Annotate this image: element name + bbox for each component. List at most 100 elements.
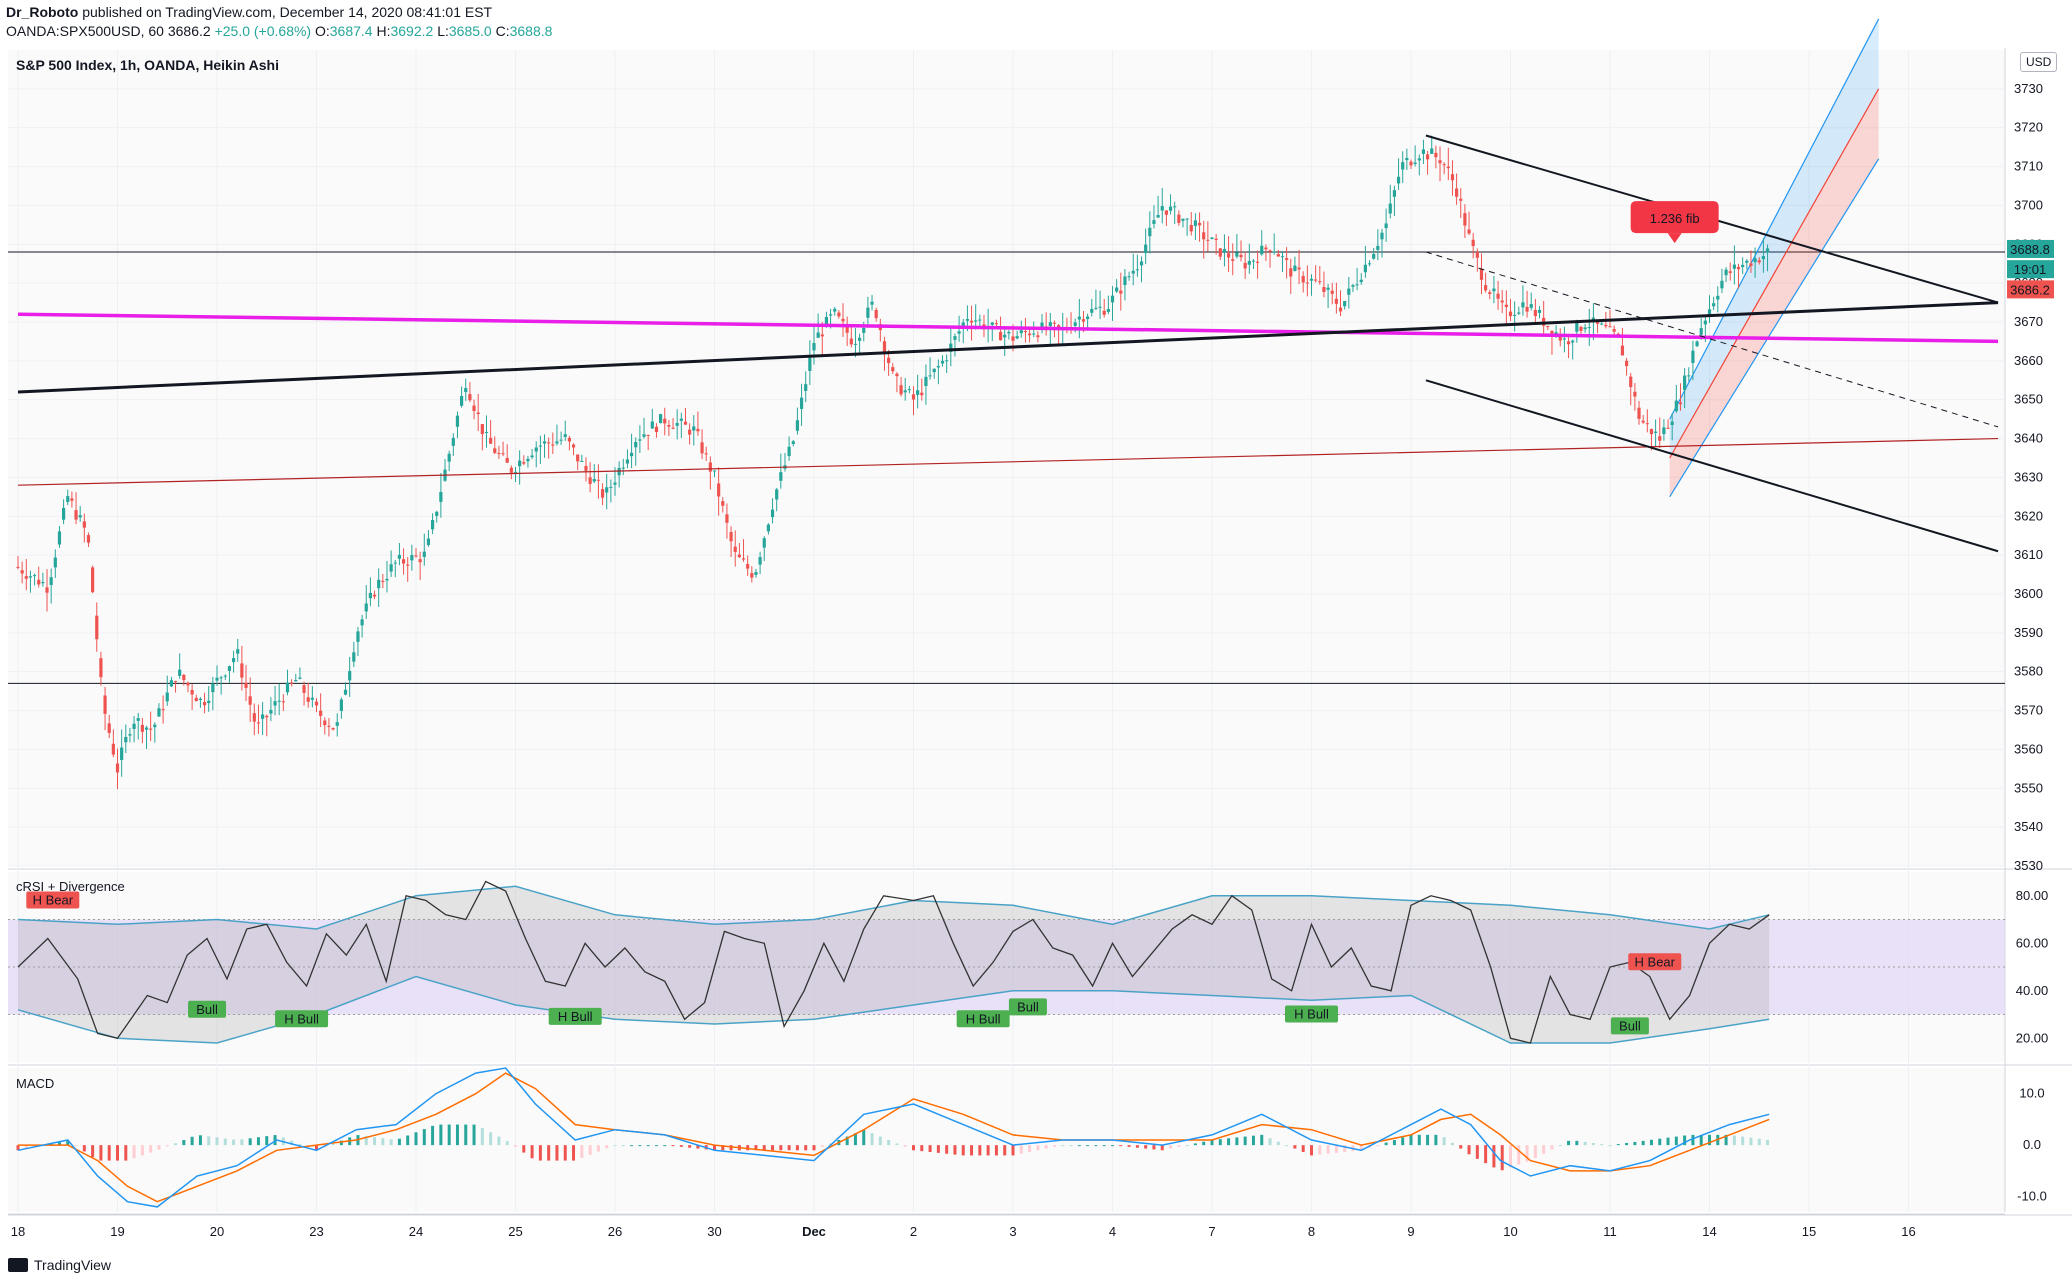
candle-body (1546, 325, 1550, 327)
candle-body (953, 336, 957, 340)
candle-body (1455, 188, 1459, 197)
candle-body (1695, 341, 1699, 347)
macd-histogram-bar (1459, 1145, 1463, 1149)
macd-histogram-bar (1127, 1145, 1131, 1147)
candle-body (319, 710, 323, 716)
candle-body (418, 559, 422, 563)
publisher-name[interactable]: Dr_Roboto (6, 4, 79, 20)
candle-body (1450, 174, 1455, 181)
tradingview-logo[interactable]: TradingView (8, 1257, 111, 1273)
candle-body (911, 394, 916, 400)
macd-histogram-bar (182, 1140, 186, 1146)
macd-histogram-bar (107, 1145, 111, 1161)
candle-body (1123, 276, 1127, 286)
macd-histogram-bar (1086, 1145, 1090, 1147)
candle-body (215, 677, 219, 681)
candle-body (1749, 263, 1753, 266)
macd-histogram-bar (1641, 1140, 1645, 1146)
candle-body (422, 551, 426, 557)
candle-body (1202, 232, 1206, 240)
candle-body (1206, 239, 1210, 241)
candle-body (323, 720, 327, 726)
candle-body (750, 573, 754, 578)
candle-body (547, 442, 551, 444)
macd-histogram-bar (1649, 1139, 1653, 1146)
macd-histogram-bar (1625, 1143, 1629, 1146)
candle-body (1367, 263, 1372, 265)
divergence-label: H Bull (1294, 1007, 1329, 1022)
macd-histogram-bar (364, 1136, 368, 1146)
candle-body (1343, 301, 1347, 307)
y-tick-label: 3660 (2014, 353, 2043, 368)
macd-histogram-bar (1069, 1145, 1073, 1147)
candle-body (368, 592, 372, 599)
candle-body (812, 343, 816, 351)
brand-label: TradingView (34, 1257, 112, 1273)
candle-body (1707, 309, 1712, 315)
regression-channel-lower-edge (1669, 158, 1880, 498)
x-tick-label: 23 (309, 1224, 323, 1239)
macd-histogram-bar (596, 1145, 600, 1152)
candle-body (231, 658, 236, 663)
symbol-line: OANDA:SPX500USD, 60 3686.2 +25.0 (+0.68%… (6, 23, 553, 39)
candle-body (1115, 287, 1119, 292)
candle-body (194, 697, 198, 702)
macd-histogram-bar (887, 1140, 891, 1146)
y-tick-label: 3700 (2014, 197, 2043, 212)
candle-body (696, 428, 700, 432)
candle-body (1376, 245, 1380, 250)
macd-histogram-bar (928, 1145, 932, 1152)
candle-body (675, 423, 679, 426)
candle-body (1513, 314, 1517, 316)
macd-histogram-bar (986, 1145, 990, 1156)
candle-body (845, 327, 849, 333)
candle-body (310, 697, 314, 700)
candle-body (1247, 261, 1251, 265)
candle-body (1587, 327, 1591, 329)
macd-histogram-bar (373, 1137, 377, 1146)
macd-histogram-bar (779, 1145, 783, 1151)
candle-body (1131, 270, 1135, 274)
candle-body (161, 709, 165, 711)
candle-body (406, 564, 410, 566)
candle-body (269, 709, 273, 714)
candle-body (588, 477, 592, 484)
macd-histogram-bar (1674, 1136, 1678, 1146)
candle-body (1256, 261, 1260, 263)
candle-body (1177, 214, 1181, 223)
candle-body (974, 320, 978, 322)
macd-histogram-bar (936, 1145, 940, 1153)
candle-body (1533, 310, 1537, 317)
candle-body (414, 555, 418, 557)
divergence-label-bg (1008, 998, 1047, 1016)
candle-body (1160, 206, 1164, 211)
candle-body (692, 426, 696, 431)
macd-histogram-bar (538, 1145, 542, 1161)
candle-body (1624, 360, 1629, 367)
candle-body (563, 434, 567, 437)
macd-histogram-bar (862, 1129, 866, 1146)
candle-body (1508, 311, 1513, 317)
candle-body (571, 444, 576, 448)
macd-histogram-bar (74, 1145, 78, 1147)
candle-body (862, 327, 866, 333)
candle-body (1757, 260, 1761, 263)
candle-body (1691, 350, 1695, 364)
macd-histogram-bar (878, 1136, 882, 1146)
candle-body (650, 421, 654, 429)
candle-body (717, 483, 721, 497)
candle-body (936, 366, 940, 368)
currency-button[interactable]: USD (2020, 52, 2058, 72)
macd-histogram-bar (845, 1136, 849, 1146)
candle-body (887, 357, 891, 364)
candle-body (62, 507, 66, 520)
macd-histogram-bar (464, 1124, 468, 1146)
macd-histogram-bar (1061, 1145, 1065, 1147)
macd-histogram-bar (315, 1145, 318, 1151)
macd-histogram-bar (1119, 1145, 1123, 1147)
divergence-label-bg (1610, 1017, 1649, 1035)
candle-body (837, 312, 841, 317)
macd-histogram-bar (66, 1140, 70, 1146)
candle-body (294, 680, 298, 682)
